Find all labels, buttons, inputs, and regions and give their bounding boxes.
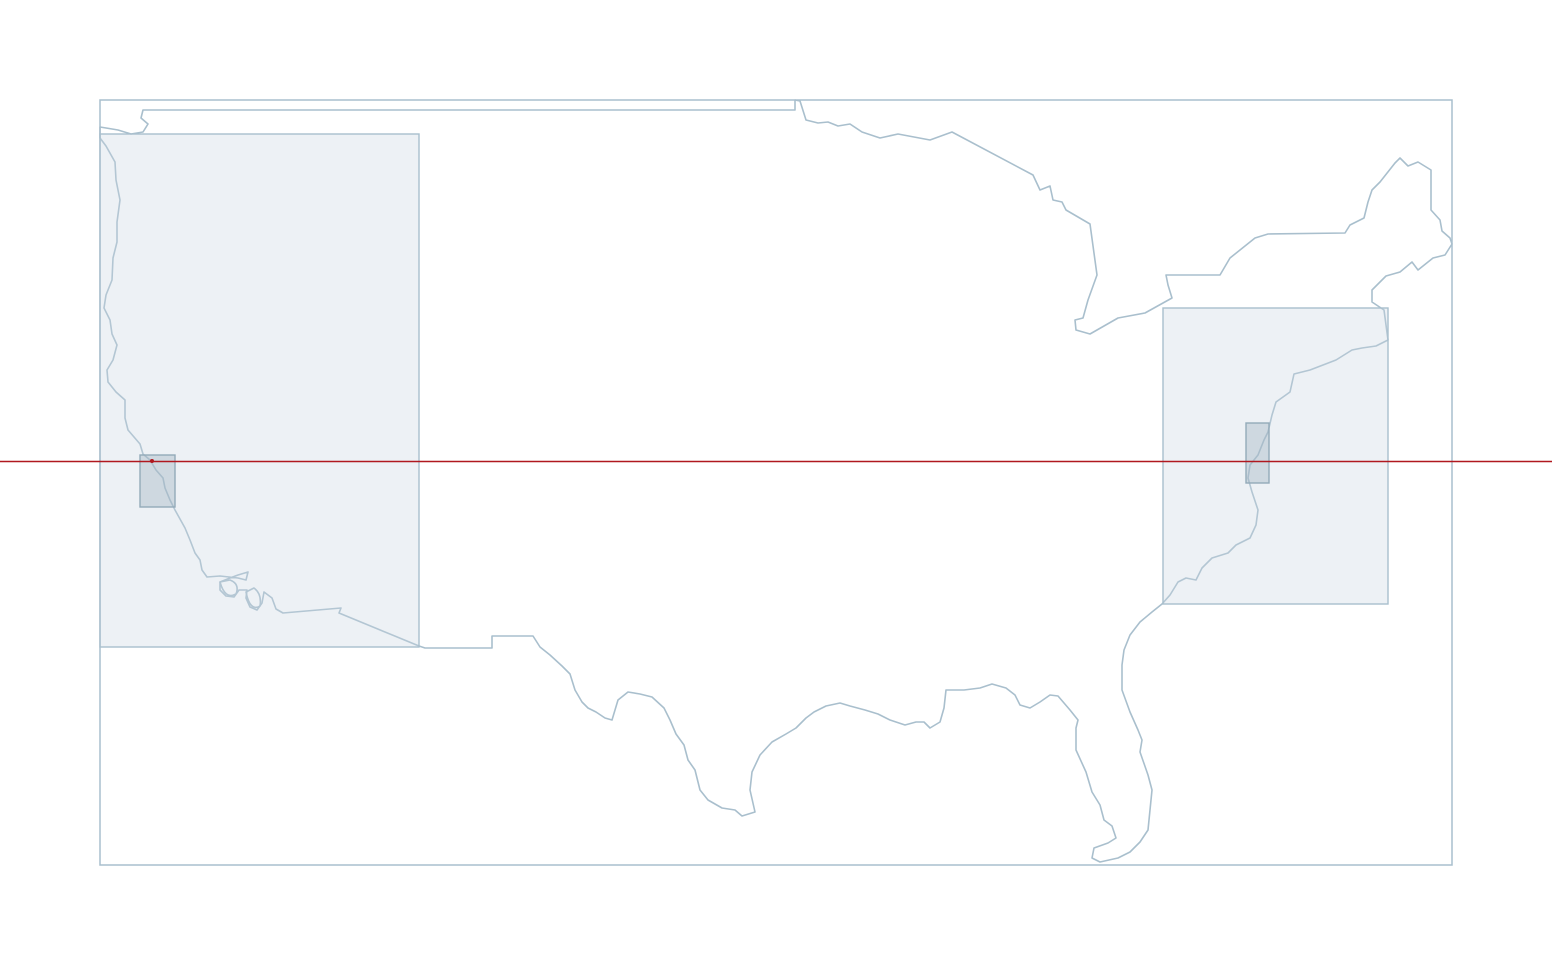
east-coast-region[interactable] — [1162, 307, 1389, 605]
island-outline — [245, 587, 262, 609]
island-outline — [219, 579, 238, 597]
mid-atlantic-region[interactable] — [1245, 422, 1270, 484]
west-coast-region[interactable] — [99, 133, 420, 648]
us-outline — [99, 99, 1453, 863]
bay-area-region[interactable] — [139, 454, 176, 508]
